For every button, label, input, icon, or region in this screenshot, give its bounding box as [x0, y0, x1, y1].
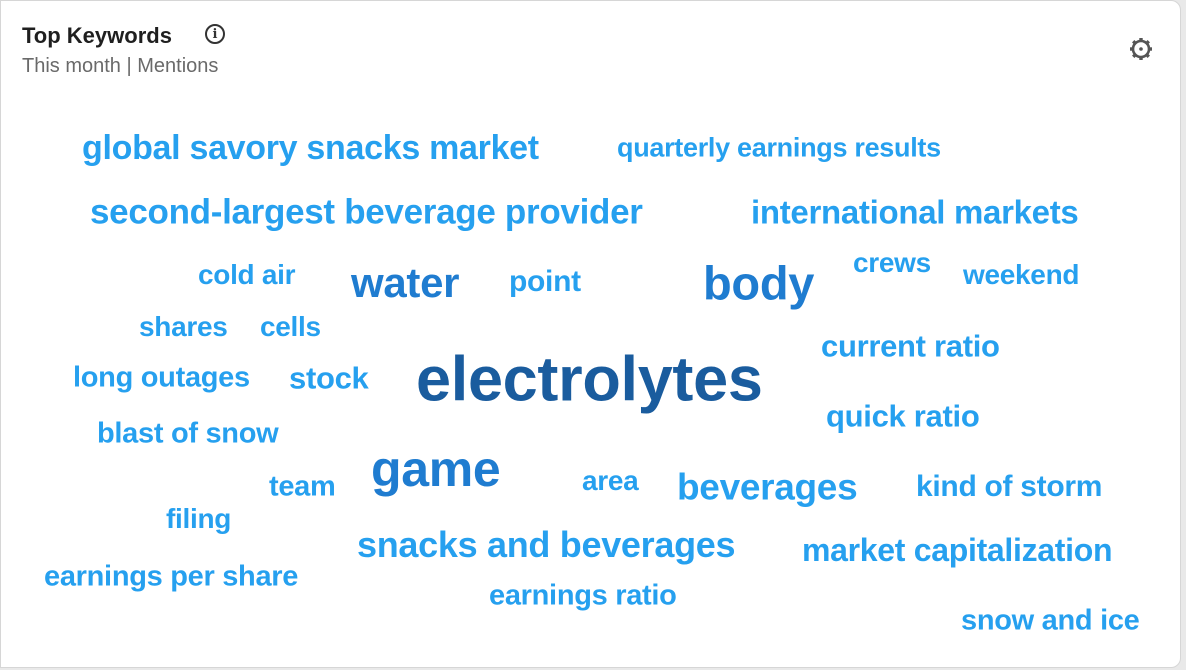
- widget-title: Top Keywords: [22, 23, 172, 48]
- keyword[interactable]: blast of snow: [97, 417, 279, 450]
- keyword[interactable]: market capitalization: [802, 532, 1113, 568]
- keyword[interactable]: weekend: [963, 259, 1080, 290]
- keyword[interactable]: global savory snacks market: [82, 129, 539, 167]
- keyword[interactable]: stock: [289, 360, 369, 396]
- keyword[interactable]: water: [351, 259, 460, 306]
- gear-icon[interactable]: [1128, 36, 1154, 62]
- keyword[interactable]: filing: [166, 503, 232, 534]
- keyword[interactable]: international markets: [751, 193, 1079, 231]
- keyword[interactable]: cells: [260, 311, 321, 342]
- keyword[interactable]: team: [269, 470, 336, 503]
- keyword[interactable]: kind of storm: [916, 470, 1103, 503]
- keyword[interactable]: point: [509, 265, 581, 298]
- keyword[interactable]: earnings ratio: [489, 579, 677, 612]
- keyword[interactable]: electrolytes: [416, 344, 763, 415]
- keyword[interactable]: cold air: [198, 259, 296, 290]
- keyword[interactable]: long outages: [73, 361, 250, 394]
- keyword[interactable]: current ratio: [821, 328, 1000, 364]
- keyword[interactable]: crews: [853, 247, 931, 278]
- keyword[interactable]: shares: [139, 311, 228, 342]
- keyword[interactable]: area: [582, 465, 639, 496]
- info-circle-icon[interactable]: i: [205, 24, 225, 44]
- keyword[interactable]: body: [703, 256, 815, 310]
- keyword[interactable]: beverages: [677, 466, 858, 508]
- keyword[interactable]: snow and ice: [961, 604, 1140, 637]
- keyword[interactable]: snacks and beverages: [357, 524, 736, 565]
- keyword[interactable]: game: [371, 441, 501, 497]
- widget-subtitle: This month | Mentions: [22, 55, 219, 77]
- keyword[interactable]: earnings per share: [44, 560, 299, 593]
- keyword[interactable]: quick ratio: [826, 398, 980, 434]
- keyword[interactable]: second-largest beverage provider: [90, 192, 643, 232]
- keyword[interactable]: quarterly earnings results: [617, 132, 941, 163]
